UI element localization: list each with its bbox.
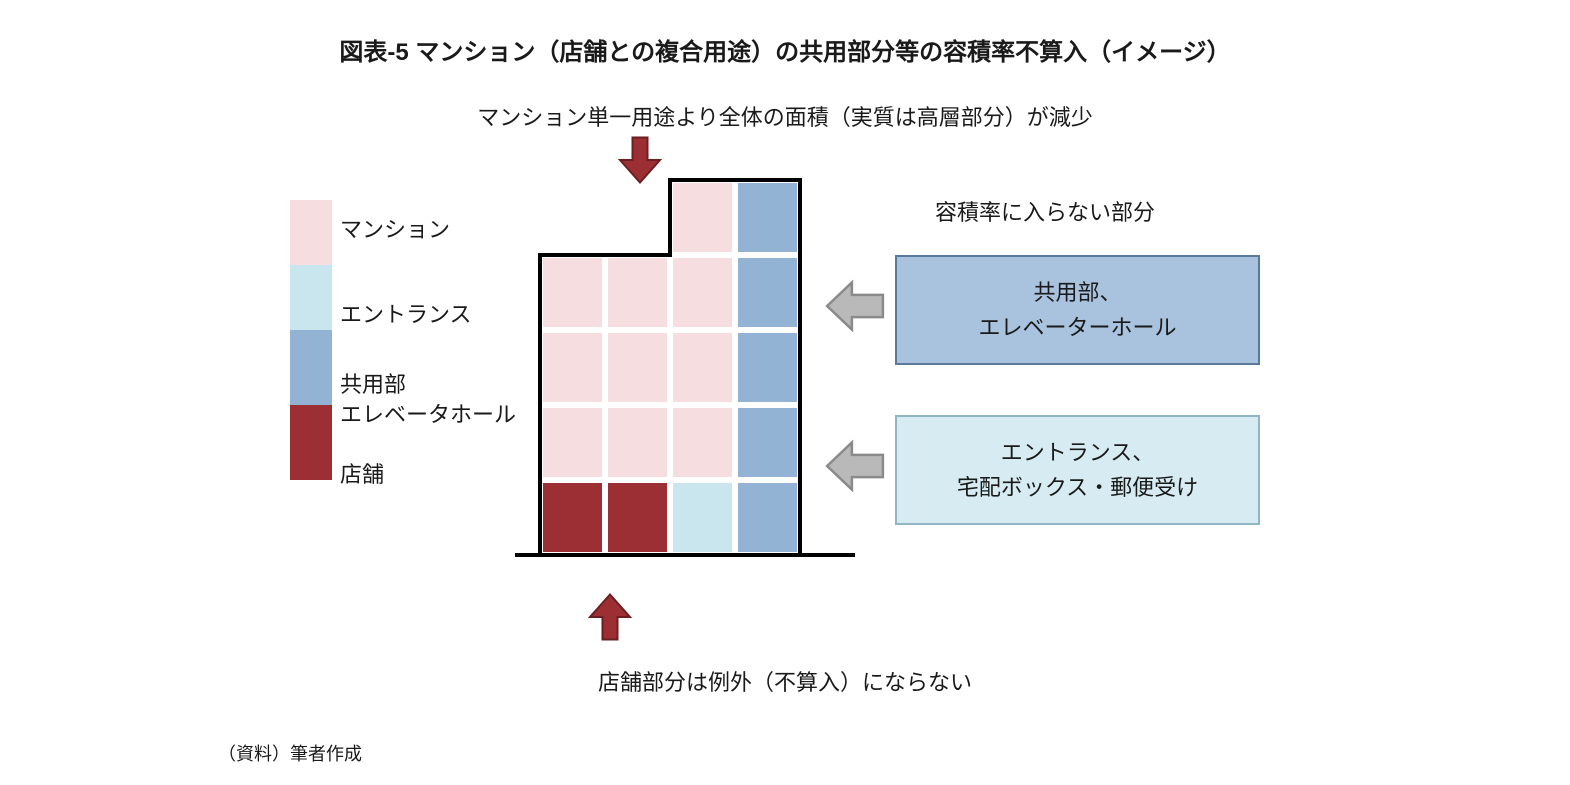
legend-swatch	[290, 200, 332, 265]
source-note: （資料）筆者作成	[218, 740, 362, 766]
bottom-annotation-text: 店舗部分は例外（不算入）にならない	[0, 665, 1570, 697]
legend-label: エントランス	[340, 300, 472, 330]
legend-label: 店舗	[340, 460, 384, 490]
arrow-up-icon	[585, 592, 635, 642]
building-cell	[735, 330, 800, 405]
callout-line: エレベーターホール	[978, 310, 1176, 345]
building-cell	[670, 330, 735, 405]
arrow-left-icon	[820, 435, 890, 497]
callout-line: エントランス、	[1001, 435, 1155, 470]
building-cell	[605, 330, 670, 405]
building-cell	[670, 255, 735, 330]
callout-line: 宅配ボックス・郵便受け	[957, 470, 1198, 505]
arrow-left-icon	[820, 275, 890, 337]
building-cell	[540, 330, 605, 405]
arrow-down-icon	[615, 135, 665, 185]
building-cell	[540, 480, 605, 555]
building-cell	[735, 255, 800, 330]
building-cell	[605, 255, 670, 330]
legend-swatch	[290, 405, 332, 480]
building-cell	[605, 405, 670, 480]
building-cell	[605, 480, 670, 555]
building-outline-segment	[668, 178, 672, 257]
building-outline-segment	[538, 253, 672, 257]
legend-swatch	[290, 330, 332, 405]
building-cell	[735, 480, 800, 555]
figure-title: 図表-5 マンション（店舗との複合用途）の共用部分等の容積率不算入（イメージ）	[0, 32, 1570, 67]
callout-elevator: 共用部、エレベーターホール	[895, 255, 1260, 365]
legend-swatch	[290, 265, 332, 330]
building-cell	[540, 405, 605, 480]
building-cell	[735, 405, 800, 480]
building-cell	[670, 180, 735, 255]
building-outline-segment	[668, 178, 802, 182]
legend-label: マンション	[340, 215, 450, 245]
right-heading: 容積率に入らない部分	[935, 195, 1155, 227]
building-cell	[670, 405, 735, 480]
building-outline-segment	[798, 178, 802, 557]
callout-line: 共用部、	[1033, 275, 1121, 310]
top-annotation-text: マンション単一用途より全体の面積（実質は高層部分）が減少	[0, 100, 1570, 132]
legend-label: 共用部 エレベータホール	[340, 370, 516, 429]
building-outline-segment	[538, 253, 542, 557]
building-cell	[540, 255, 605, 330]
ground-line	[515, 553, 855, 557]
building-cell	[670, 480, 735, 555]
building-cell	[735, 180, 800, 255]
callout-entrance: エントランス、宅配ボックス・郵便受け	[895, 415, 1260, 525]
